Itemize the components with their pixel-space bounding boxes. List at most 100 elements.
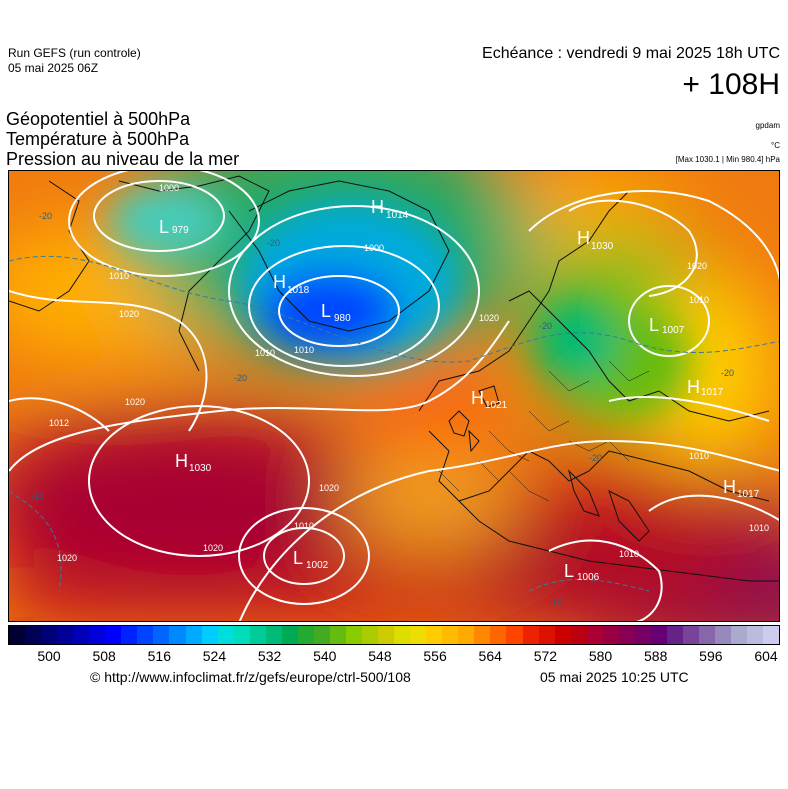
svg-text:H: H [723, 477, 736, 497]
isobar-label: 1020 [319, 483, 339, 493]
isotherm-label: -20 [721, 368, 734, 378]
colorbar-tick-label: 548 [368, 648, 392, 664]
svg-text:L: L [321, 301, 331, 321]
country-borders [438, 360, 650, 502]
isobar-label: 1020 [203, 543, 223, 553]
colorbar-swatch [169, 626, 186, 644]
isobar-label: 1010 [255, 348, 275, 358]
svg-text:1006: 1006 [577, 572, 600, 583]
isobar-label: 1020 [125, 397, 145, 407]
colorbar-swatch [233, 626, 250, 644]
colorbar-swatch [73, 626, 90, 644]
run-date: 05 mai 2025 06Z [8, 61, 99, 75]
colorbar-tick-label: 532 [257, 648, 282, 664]
colorbar-ticks: 500 508 516 524 532 540 548 556 564 572 580 588 596 6… [8, 648, 780, 666]
colorbar-swatch [538, 626, 555, 644]
param-temperature: Température à 500hPa [6, 129, 190, 149]
colorbar-swatch [121, 626, 138, 644]
svg-text:979: 979 [172, 225, 189, 236]
isotherm-label: -10 [549, 598, 562, 608]
colorbar-tick-label: 572 [533, 648, 558, 664]
colorbar-swatch [137, 626, 154, 644]
colorbar-tick-label: 540 [313, 648, 337, 664]
weather-map: 1000 1010 1020 1000 1010 1020 1020 1020 … [8, 170, 780, 622]
isobar-label: 1020 [119, 309, 139, 319]
svg-text:H: H [687, 377, 700, 397]
colorbar-swatch [410, 626, 427, 644]
param-mslp: Pression au niveau de la mer [6, 149, 240, 169]
svg-text:H: H [273, 272, 286, 292]
svg-text:1002: 1002 [306, 560, 329, 571]
colorbar-swatch [105, 626, 122, 644]
isobar-label: 1010 [689, 295, 709, 305]
isobar-label: 1010 [294, 345, 314, 355]
colorbar-swatch [313, 626, 330, 644]
colorbar-tick-label: 580 [588, 648, 613, 664]
isobar-label: 1020 [687, 261, 707, 271]
colorbar-swatch [362, 626, 379, 644]
isobar-label: 1010 [294, 521, 314, 531]
isotherm-label: -20 [589, 453, 602, 463]
map-canvas: 1000 1010 1020 1000 1010 1020 1020 1020 … [9, 171, 779, 621]
pressure-range-note: [Max 1030.1 | Min 980.4] hPa [675, 155, 780, 164]
svg-text:1030: 1030 [591, 241, 614, 252]
low-center: L 1007 [649, 315, 685, 336]
colorbar-swatch [666, 626, 683, 644]
svg-text:L: L [293, 548, 303, 568]
high-center: H 1018 [273, 272, 310, 296]
high-center: H 1030 [175, 451, 212, 474]
issued-time: 05 mai 2025 10:25 UTC [540, 669, 689, 685]
low-center: L 979 [159, 217, 189, 237]
run-label: Run GEFS (run controle) [8, 46, 141, 60]
colorbar-swatch [249, 626, 266, 644]
svg-text:H: H [471, 388, 484, 408]
colorbar-swatch [41, 626, 58, 644]
colorbar-swatch [426, 626, 443, 644]
isobar-label: 1020 [479, 313, 499, 323]
isotherms [9, 255, 779, 592]
low-center: L 1006 [564, 561, 600, 583]
isotherm-label: -20 [539, 321, 552, 331]
colorbar-swatch [490, 626, 507, 644]
svg-text:1007: 1007 [662, 325, 685, 336]
colorbar-tick-label: 524 [202, 648, 227, 664]
unit-temperature: °C [771, 141, 780, 150]
svg-text:1030: 1030 [189, 463, 212, 474]
valid-time: Echéance : vendredi 9 mai 2025 18h UTC [482, 45, 780, 62]
colorbar-swatch [506, 626, 523, 644]
colorbar-tick-label: 588 [644, 648, 668, 664]
colorbar-swatch [522, 626, 539, 644]
colorbar-swatch [442, 626, 459, 644]
colorbar-swatch [201, 626, 218, 644]
coastlines [9, 175, 779, 582]
colorbar-swatch [9, 626, 26, 644]
colorbar-swatch [747, 626, 764, 644]
high-center: H 1017 [687, 377, 724, 398]
colorbar-swatch [554, 626, 571, 644]
isobar-label: 1010 [749, 523, 769, 533]
cold-cores [109, 186, 689, 416]
isotherm-label: -20 [39, 211, 52, 221]
low-center: L 980 [321, 301, 351, 324]
colorbar-tick-label: 564 [478, 648, 502, 664]
colorbar-tick-label: 596 [699, 648, 723, 664]
source-credit: © http://www.infoclimat.fr/z/gefs/europe… [90, 669, 411, 685]
colorbar-tick-label: 516 [147, 648, 171, 664]
colorbar-tick-label: 508 [92, 648, 116, 664]
isobar-label: 1012 [49, 418, 69, 428]
isotherm-label: -20 [267, 238, 280, 248]
colorbar-swatch [699, 626, 716, 644]
colorbar-tick-label: 556 [423, 648, 447, 664]
colorbar-swatch [618, 626, 635, 644]
svg-text:1018: 1018 [287, 285, 310, 296]
svg-text:1021: 1021 [485, 400, 508, 411]
svg-text:L: L [564, 561, 574, 581]
unit-geopotential: gpdam [755, 121, 780, 130]
colorbar-swatch [378, 626, 395, 644]
colorbar-swatch [682, 626, 700, 644]
svg-text:H: H [371, 197, 384, 217]
colorbar-swatch [715, 626, 732, 644]
isobar-labels: 1000 1010 1020 1000 1010 1020 1020 1020 … [49, 183, 769, 563]
colorbar-swatch [57, 626, 74, 644]
high-center: H 1030 [577, 228, 614, 252]
